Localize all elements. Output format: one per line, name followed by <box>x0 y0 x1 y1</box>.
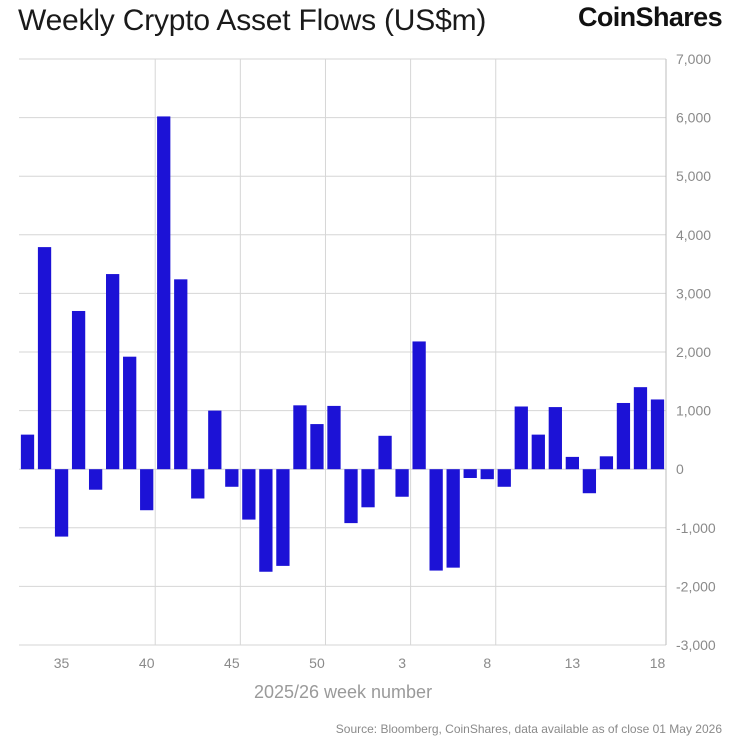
x-axis-label: 2025/26 week number <box>254 682 432 702</box>
bar <box>344 469 358 524</box>
bar <box>259 469 273 572</box>
bar <box>242 469 256 520</box>
y-tick-label: 5,000 <box>676 168 711 184</box>
bar <box>225 469 239 487</box>
chart-title: Weekly Crypto Asset Flows (US$m) <box>18 4 487 37</box>
bar <box>293 405 307 470</box>
bar <box>429 469 443 571</box>
y-axis-ticks: 7,000 6,000 5,000 4,000 3,000 2,000 1,000 0 -1,0… <box>676 51 716 653</box>
bar <box>548 407 562 470</box>
bar <box>20 434 35 470</box>
bar <box>37 247 52 470</box>
bar <box>106 274 120 470</box>
bar <box>565 456 579 470</box>
bar <box>54 469 69 537</box>
bar <box>140 469 154 511</box>
bar <box>463 469 477 478</box>
y-tick-label: 4,000 <box>676 227 711 243</box>
bar <box>71 310 86 470</box>
bars <box>20 116 665 572</box>
x-tick-label: 35 <box>54 655 70 671</box>
x-tick-label: 8 <box>483 655 491 671</box>
source-note: Source: Bloomberg, CoinShares, data avai… <box>335 722 722 736</box>
y-tick-label: 1,000 <box>676 403 711 419</box>
bar <box>395 469 409 497</box>
bar <box>412 341 426 470</box>
bar <box>310 424 324 470</box>
brand-logo: CoinShares <box>577 2 723 32</box>
bar <box>191 469 205 499</box>
bar <box>497 469 511 487</box>
bar <box>327 405 341 470</box>
y-tick-label: -1,000 <box>676 520 716 536</box>
bar <box>174 279 188 470</box>
bar <box>599 456 614 470</box>
bar <box>514 406 528 470</box>
bar <box>633 387 648 470</box>
y-tick-label: 0 <box>676 461 684 477</box>
bar <box>480 469 494 480</box>
bar <box>276 469 290 566</box>
bar <box>446 469 460 568</box>
x-tick-label: 40 <box>139 655 155 671</box>
bar <box>208 410 222 470</box>
bar <box>616 402 631 470</box>
y-tick-label: -3,000 <box>676 637 716 653</box>
x-tick-label: 18 <box>650 655 666 671</box>
bar <box>531 434 545 470</box>
bar <box>582 469 597 494</box>
bar <box>650 399 665 470</box>
x-tick-label: 3 <box>398 655 406 671</box>
x-tick-label: 50 <box>309 655 325 671</box>
bar <box>88 469 103 490</box>
y-tick-label: -2,000 <box>676 578 716 594</box>
bar <box>378 435 392 470</box>
y-tick-label: 2,000 <box>676 344 711 360</box>
y-tick-label: 3,000 <box>676 285 711 301</box>
x-tick-label: 13 <box>565 655 581 671</box>
bar <box>123 356 137 470</box>
x-axis-ticks: 35 40 45 50 3 8 13 18 <box>54 655 666 671</box>
bar <box>157 116 171 470</box>
y-tick-label: 6,000 <box>676 110 711 126</box>
x-tick-label: 45 <box>224 655 240 671</box>
bar <box>361 469 375 508</box>
y-tick-label: 7,000 <box>676 51 711 67</box>
